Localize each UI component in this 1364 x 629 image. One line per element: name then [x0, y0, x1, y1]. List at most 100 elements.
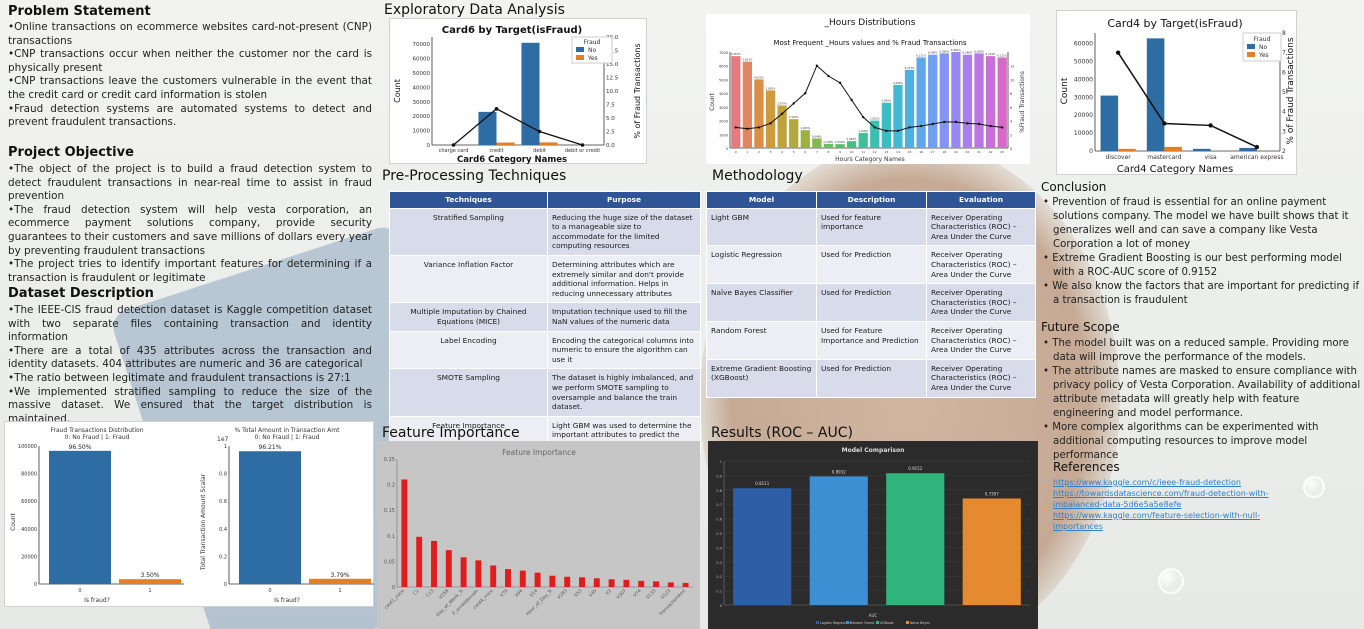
table-cell: Variance Inflation Factor	[389, 254, 548, 304]
y-tick-label: 0	[392, 585, 395, 591]
fraud-rate-point	[804, 91, 807, 95]
x-tick-label: V133	[645, 588, 658, 601]
legend-label: Naive Bayes	[910, 621, 930, 625]
objective-bullet: •The fraud detection system will help ve…	[8, 203, 372, 257]
bar-value-label: 0.259%	[835, 140, 845, 144]
bar-value-label: 3.893%	[766, 86, 776, 90]
hour-bar	[985, 56, 996, 148]
y-tick-label: 5000	[719, 78, 728, 82]
y-tick-label: 3000	[719, 106, 728, 110]
references-list: https://www.kaggle.com/c/ieee-fraud-dete…	[1053, 477, 1303, 532]
problem-bullet: •Fraud detection systems are automated s…	[8, 102, 372, 129]
bar-value-label: 2.870%	[777, 101, 787, 105]
table-cell: Extreme Gradient Boosting (XGBoost)	[706, 358, 817, 398]
legend-swatch-yes	[576, 55, 584, 60]
hour-bar	[754, 79, 764, 148]
bar-no	[1239, 147, 1257, 151]
model-bar	[962, 498, 1021, 605]
fraud-rate-point	[537, 129, 542, 134]
y2-tick-label: 0.0	[606, 143, 615, 149]
bar-no	[1100, 95, 1119, 151]
y2-tick-label: 4	[1010, 120, 1013, 124]
importance-bar	[608, 579, 615, 587]
y-tick-label: 20000	[413, 114, 431, 120]
feature-importance-panel: Feature Importance 0 0.05 0.1 0.15 0.2 0.25 ca…	[377, 441, 700, 629]
importance-bar	[460, 557, 467, 587]
plot-area: 0 10000 20000 30000 40000 50000 60000 70000 0.0 2…	[413, 35, 619, 154]
plot-area: 0 20000 40000 60000 80000 100000 96.50% 0 3.50% 1	[18, 444, 184, 594]
reference-link[interactable]: https://towardsdatascience.com/fraud-det…	[1053, 489, 1269, 509]
legend-swatch	[906, 621, 909, 624]
x-tick-label: 19	[954, 150, 958, 154]
table-row: Multiple Imputation by Chained Equations…	[389, 302, 701, 332]
x-tick-label: 4	[781, 150, 783, 154]
table-cell: Imputation technique used to fill the Na…	[547, 302, 701, 332]
y2-tick-label: 8	[1010, 92, 1012, 96]
y-tick-label: 0.2	[387, 483, 395, 489]
conclusion-list: • Prevention of fraud is essential for a…	[1041, 196, 1361, 308]
x-tick-label: 2	[758, 150, 760, 154]
importance-bar	[623, 579, 630, 587]
x-tick-label: 9	[839, 150, 841, 154]
conclusion-bullet: • We also know the factors that are impo…	[1043, 281, 1360, 306]
y-tick-label: 1	[224, 444, 227, 450]
x-tick-label: 1	[338, 588, 341, 594]
eda-heading: Exploratory Data Analysis	[384, 2, 565, 18]
fraud-rate-line	[735, 64, 1003, 132]
y-axis-label: Count	[393, 79, 402, 103]
bar-value-label: 1.018%	[858, 129, 868, 133]
fraud-rate-point	[989, 124, 992, 128]
fraud-rate-point	[908, 126, 911, 129]
y-tick-label: 0.1	[387, 534, 395, 540]
table-row: Logistic Regression Used for Prediction Re…	[706, 245, 1036, 285]
table-cell: Receiver Operating Characteristics (ROC)…	[926, 207, 1036, 247]
reference-link[interactable]: https://www.kaggle.com/c/ieee-fraud-dete…	[1053, 478, 1241, 487]
hour-bar	[835, 144, 845, 148]
table-row: Extreme Gradient Boosting (XGBoost) Used …	[706, 358, 1036, 398]
y-tick-label: 1	[720, 460, 722, 464]
hour-bar	[800, 130, 810, 148]
bar-value-label: 3.79%	[330, 572, 349, 579]
y-tick-label: 20000	[1074, 112, 1093, 119]
legend-label: Yes	[587, 55, 598, 62]
plot-area: 010002000300040005000600070000246810126.…	[719, 48, 1014, 154]
x-tick-label: 0	[78, 588, 81, 594]
hour-bar	[881, 102, 892, 148]
bar	[119, 579, 181, 584]
future-list: • The model built was on a reduced sampl…	[1041, 337, 1361, 463]
table-row: Variance Inflation Factor Determining att…	[389, 254, 701, 304]
table-cell: Encoding the categorical columns into nu…	[547, 330, 701, 370]
table-cell: Determining attributes which are extreme…	[547, 254, 701, 304]
y-tick-label: 0.9	[716, 474, 722, 478]
y2-tick-label: 5	[1282, 89, 1286, 96]
feature-importance-heading: Feature Importance	[382, 425, 520, 441]
hour-bar	[962, 54, 973, 148]
hour-bar	[928, 54, 938, 148]
bar-value-label: 96.21%	[259, 444, 282, 451]
fraud-rate-point	[862, 115, 865, 119]
legend-label: No	[1259, 44, 1267, 51]
x-tick-label: 6	[804, 150, 806, 154]
table-cell: Light GBM	[706, 207, 817, 247]
table-cell: Used for Prediction	[816, 358, 927, 398]
y-tick-label: 0	[427, 143, 431, 149]
plot-area: 0 0.1 0.2 0.3 0.4 0.5 0.6 0.7 0.8 0.9 1 0.8111 0.893…	[716, 460, 1030, 608]
preprocessing-table: Techniques Purpose Stratified Sampling Re…	[389, 191, 701, 455]
importance-bar	[549, 575, 556, 587]
fraud-rate-point	[931, 122, 934, 126]
reference-link[interactable]: https://www.kaggle.com/feature-selection…	[1053, 511, 1261, 531]
x-axis-label: Card6 Category Names	[457, 155, 567, 165]
x-tick-label: V2	[605, 588, 614, 597]
x-tick-label: 8	[827, 150, 829, 154]
hour-bar	[870, 120, 880, 148]
fraud-rate-line	[1117, 52, 1258, 148]
bar-value-label: 96.50%	[69, 444, 92, 451]
x-tick-label: discover	[1105, 154, 1131, 161]
y-tick-label: 80000	[21, 472, 37, 478]
bar-value-label: 5.277%	[905, 66, 915, 70]
importance-bar	[534, 572, 541, 587]
legend-title: Fraud	[584, 39, 601, 46]
problem-bullet: •CNP transactions leave the customers vu…	[8, 75, 372, 101]
chart-title: _Hours Distributions	[824, 18, 916, 28]
table-cell: Receiver Operating Characteristics (ROC)…	[926, 245, 1036, 285]
